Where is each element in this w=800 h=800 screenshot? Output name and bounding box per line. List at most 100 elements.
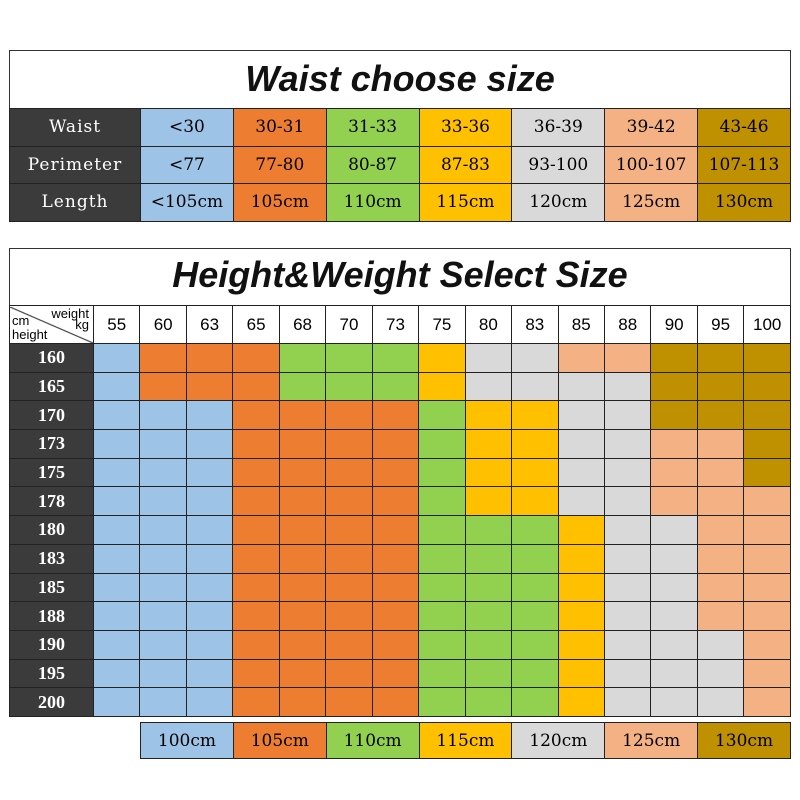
height-row: 200 (9, 687, 791, 717)
size-cell (232, 400, 280, 431)
size-cell (325, 515, 373, 545)
size-cell (603, 687, 652, 717)
height-label: 175 (9, 457, 94, 488)
size-cell (418, 572, 466, 603)
size-cell: 107-113 (697, 145, 791, 184)
size-cell: 125cm (604, 183, 699, 222)
size-cell (603, 572, 652, 603)
size-cell (278, 400, 327, 431)
size-cell (139, 543, 187, 574)
height-row: 160 (9, 343, 791, 373)
size-cell (278, 457, 327, 488)
size-cell (743, 429, 791, 459)
row-label: Waist (9, 108, 141, 147)
weight-unit: kg (75, 316, 89, 332)
legend-item: 120cm (511, 722, 606, 759)
size-cell (185, 486, 234, 517)
size-cell (371, 486, 420, 517)
size-cell (464, 400, 513, 431)
size-cell (371, 658, 420, 689)
size-cell (603, 457, 652, 488)
size-cell (278, 687, 327, 717)
size-cell (232, 429, 280, 459)
size-cell (650, 400, 698, 431)
size-cell (185, 371, 234, 402)
size-cell: 87-83 (418, 145, 513, 184)
size-cell: 31-33 (325, 108, 420, 147)
size-cell (743, 687, 791, 717)
size-cell (557, 515, 605, 545)
size-cell (185, 400, 234, 431)
legend-item: 105cm (232, 722, 327, 759)
size-cell (185, 687, 234, 717)
size-cell (92, 343, 141, 373)
size-cell (185, 572, 234, 603)
size-cell (418, 658, 466, 689)
size-cell (325, 658, 373, 689)
size-cell (696, 658, 745, 689)
size-cell (371, 572, 420, 603)
size-cell (511, 601, 559, 631)
size-cell (92, 601, 141, 631)
weight-header-row: weight kg cm height 55 60 63 65 68 70 73 75 80 83… (9, 305, 791, 344)
size-cell (278, 343, 327, 373)
height-row: 180 (9, 515, 791, 545)
size-cell: 77-80 (232, 145, 327, 184)
height-label: 183 (9, 543, 94, 574)
size-cell (511, 457, 559, 488)
size-cell (650, 486, 698, 517)
size-cell (511, 687, 559, 717)
size-cell (92, 371, 141, 402)
size-cell (464, 343, 513, 373)
size-cell (92, 400, 141, 431)
size-cell (743, 658, 791, 689)
size-cell (232, 343, 280, 373)
height-label: 170 (9, 400, 94, 431)
size-cell (185, 601, 234, 631)
height-row: 165 (9, 371, 791, 402)
size-cell (650, 343, 698, 373)
size-cell: 115cm (418, 183, 513, 222)
size-cell (603, 543, 652, 574)
height-row: 188 (9, 601, 791, 631)
size-cell: 120cm (511, 183, 606, 222)
size-cell (92, 658, 141, 689)
size-cell (696, 572, 745, 603)
legend-item: 130cm (697, 722, 791, 759)
size-cell (185, 457, 234, 488)
size-cell: <30 (140, 108, 234, 147)
size-cell (232, 486, 280, 517)
height-label: 200 (9, 687, 94, 717)
size-cell (650, 572, 698, 603)
size-cell (464, 515, 513, 545)
size-cell (696, 486, 745, 517)
weight-header: 73 (371, 305, 420, 344)
size-cell (139, 343, 187, 373)
weight-header: 83 (511, 305, 559, 344)
size-cell (557, 371, 605, 402)
size-cell (557, 400, 605, 431)
size-cell (325, 400, 373, 431)
size-cell (557, 658, 605, 689)
size-cell (185, 658, 234, 689)
size-cell (325, 457, 373, 488)
size-cell (371, 343, 420, 373)
size-cell (371, 687, 420, 717)
weight-header: 80 (464, 305, 513, 344)
size-cell (325, 343, 373, 373)
size-cell (650, 457, 698, 488)
size-cell (232, 543, 280, 574)
size-cell (371, 400, 420, 431)
legend-item: 115cm (418, 722, 513, 759)
size-cell (696, 371, 745, 402)
size-cell: 39-42 (604, 108, 699, 147)
size-cell (139, 371, 187, 402)
height-row: 183 (9, 543, 791, 574)
size-cell (557, 572, 605, 603)
size-cell (371, 371, 420, 402)
size-cell (464, 658, 513, 689)
row-label: Length (9, 183, 141, 222)
weight-header: 95 (696, 305, 745, 344)
waist-row: Waist <30 30-31 31-33 33-36 36-39 39-42 43-46 (9, 108, 791, 147)
height-label: 165 (9, 371, 94, 402)
